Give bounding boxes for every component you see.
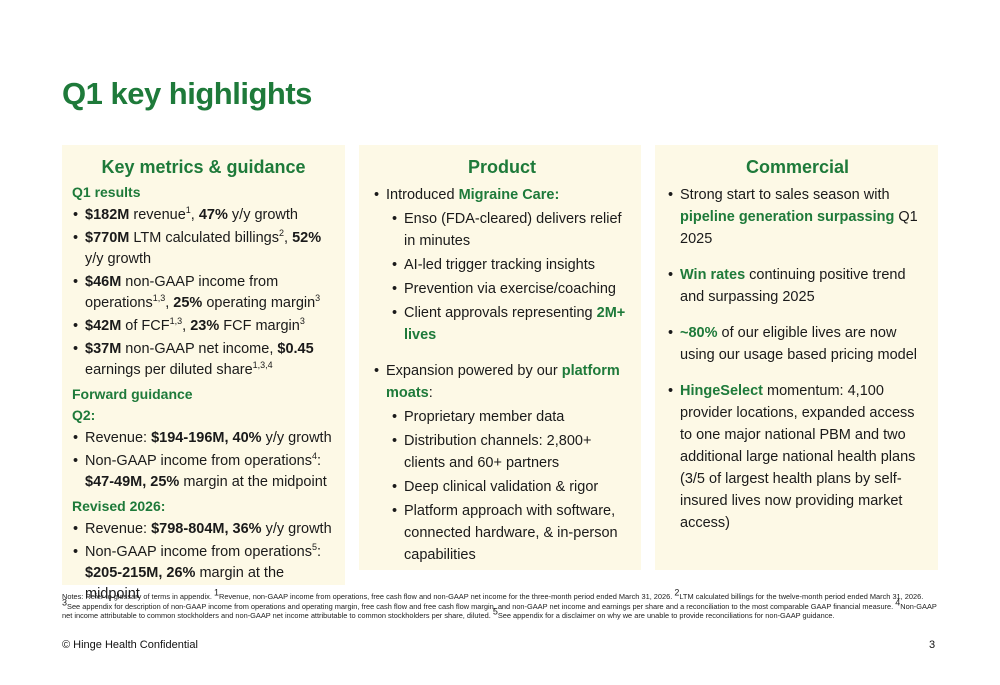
- q2-revenue-item: Revenue: $194-196M, 40% y/y growth: [72, 428, 335, 449]
- q2-operating-income-item: Non-GAAP income from operations4:$47-49M…: [72, 451, 335, 493]
- revised-guidance-list: Revenue: $798-804M, 36% y/y growth Non-G…: [72, 519, 335, 605]
- eligible-lives-item: ~80% of our eligible lives are now using…: [667, 322, 928, 366]
- confidential-footer: © Hinge Health Confidential: [62, 639, 198, 651]
- clinical-validation-item: Deep clinical validation & rigor: [373, 476, 631, 498]
- q2-guidance-list: Revenue: $194-196M, 40% y/y growth Non-G…: [72, 428, 335, 493]
- page-title: Q1 key highlights: [62, 76, 312, 111]
- enso-item: Enso (FDA-cleared) delivers relief in mi…: [373, 208, 631, 252]
- member-data-item: Proprietary member data: [373, 406, 631, 428]
- sales-season-item: Strong start to sales season with pipeli…: [667, 184, 928, 250]
- commercial-heading: Commercial: [745, 157, 850, 177]
- q1-net-income-item: $37M non-GAAP net income, $0.45 earnings…: [72, 339, 335, 381]
- q1-results-subheading: Q1 results: [72, 184, 141, 200]
- distribution-channels-item: Distribution channels: 2,800+ clients an…: [373, 430, 631, 474]
- product-heading: Product: [467, 157, 536, 177]
- trigger-tracking-item: AI-led trigger tracking insights: [373, 254, 631, 276]
- forward-guidance-subheading: Forward guidance: [72, 386, 193, 402]
- page-number: 3: [929, 639, 936, 651]
- q1-operating-income-item: $46M non-GAAP income from operations1,3,…: [72, 272, 335, 314]
- win-rates-item: Win rates continuing positive trend and …: [667, 264, 928, 308]
- commercial-panel: Commercial Strong start to sales season …: [655, 145, 938, 570]
- footnotes: Notes: Refer to glossary of terms in app…: [62, 587, 937, 621]
- q1-revenue-item: $182M revenue1, 47% y/y growth: [72, 205, 335, 226]
- key-metrics-heading: Key metrics & guidance: [101, 157, 306, 177]
- key-metrics-panel: Key metrics & guidance Q1 results $182M …: [62, 145, 345, 602]
- q1-billings-item: $770M LTM calculated billings2, 52% y/y …: [72, 228, 335, 270]
- q1-results-list: $182M revenue1, 47% y/y growth $770M LTM…: [72, 205, 335, 381]
- q2-subheading: Q2:: [72, 407, 96, 423]
- product-panel: Product Introduced Migraine Care: Enso (…: [359, 145, 641, 570]
- prevention-item: Prevention via exercise/coaching: [373, 278, 631, 300]
- revised-revenue-item: Revenue: $798-804M, 36% y/y growth: [72, 519, 335, 540]
- revised-operating-income-item: Non-GAAP income from operations5:$205-21…: [72, 542, 335, 605]
- q1-fcf-item: $42M of FCF1,3, 23% FCF margin3: [72, 316, 335, 337]
- commercial-list: Strong start to sales season with pipeli…: [667, 184, 928, 534]
- migraine-care-item: Introduced Migraine Care:: [373, 184, 631, 206]
- hingeselect-item: HingeSelect momentum: 4,100 provider loc…: [667, 380, 928, 534]
- product-list: Introduced Migraine Care: Enso (FDA-clea…: [373, 184, 631, 566]
- client-approvals-item: Client approvals representing 2M+ lives: [373, 302, 631, 346]
- platform-moats-item: Expansion powered by our platform moats:: [373, 360, 631, 404]
- platform-approach-item: Platform approach with software, connect…: [373, 500, 631, 566]
- revised-2026-subheading: Revised 2026:: [72, 498, 166, 514]
